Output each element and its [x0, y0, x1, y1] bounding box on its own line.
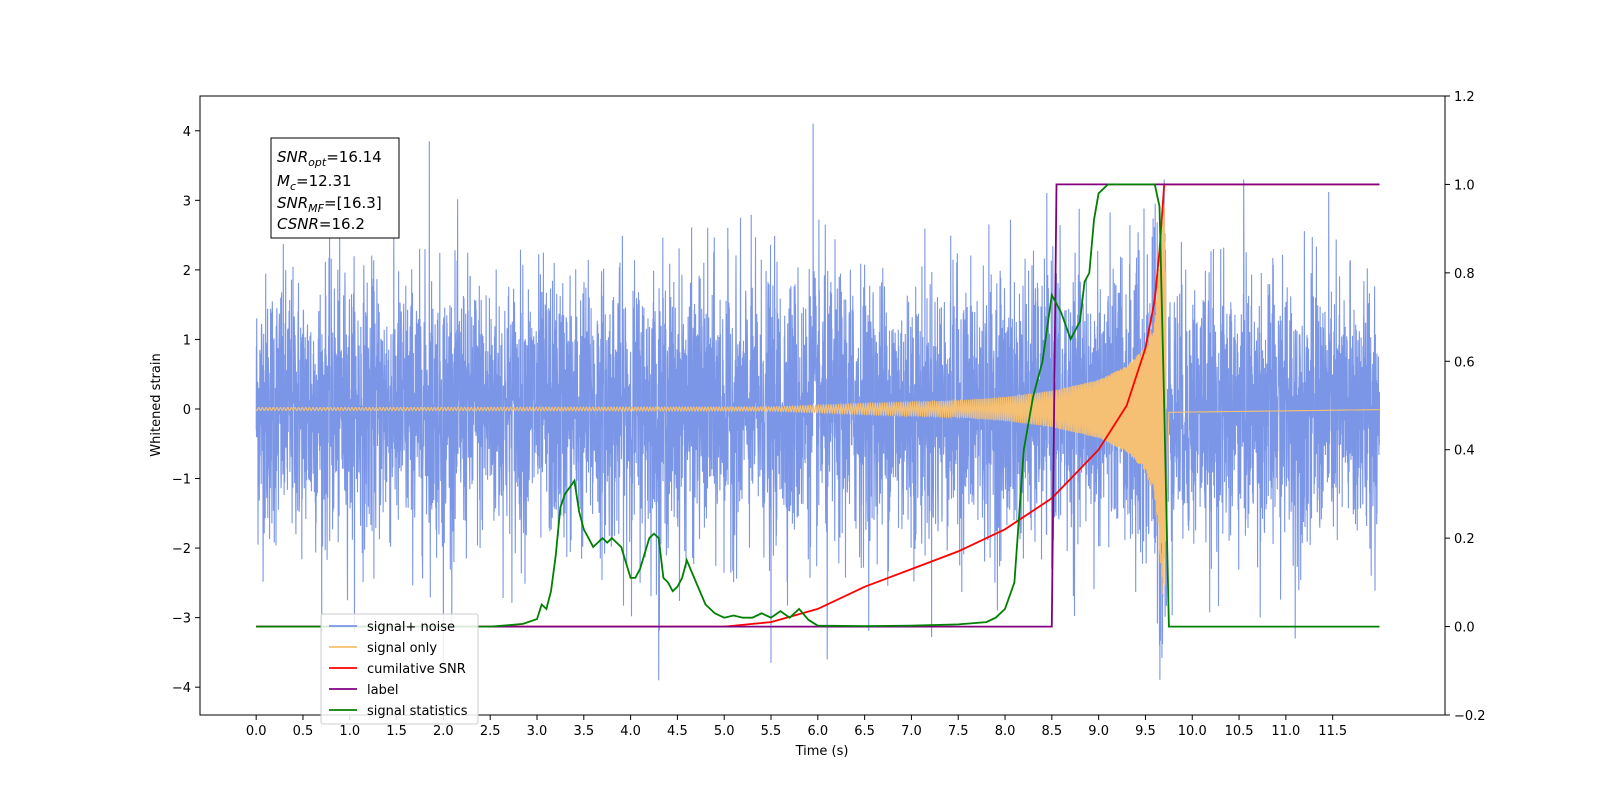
legend-entry: cumilative SNR	[329, 662, 466, 677]
y-right-tick-label: 0.6	[1454, 355, 1475, 370]
x-tick-label: 3.0	[527, 724, 548, 739]
y-left-tick-label: 2	[183, 264, 191, 279]
x-tick-label: 7.0	[901, 724, 922, 739]
y-left-tick-label: −2	[172, 542, 191, 557]
y-right-tick-label: 0.8	[1454, 267, 1475, 282]
y-axis-title: Whitened strain	[149, 353, 164, 456]
x-tick-label: 8.0	[995, 724, 1016, 739]
legend-entry: label	[329, 683, 398, 698]
x-tick-label: 0.0	[246, 724, 267, 739]
x-tick-label: 10.5	[1225, 724, 1254, 739]
plot-frame	[199, 95, 1446, 716]
x-tick-label: 2.5	[480, 724, 501, 739]
y-left-tick-label: 1	[183, 333, 191, 348]
legend-label: signal+ noise	[367, 620, 455, 635]
legend-entry: signal only	[329, 641, 437, 656]
y-left-tick-label: −1	[172, 473, 191, 488]
x-tick-label: 0.5	[293, 724, 314, 739]
annotation-line-csnr: CSNR=16.2	[277, 215, 365, 233]
legend-entry: signal statistics	[329, 704, 468, 719]
x-tick-label: 2.0	[433, 724, 454, 739]
legend-label: label	[367, 683, 398, 698]
legend-entry: signal+ noise	[329, 620, 455, 635]
series-line-cumilative-snr	[256, 183, 1380, 628]
y-right-tick-label: 1.0	[1454, 178, 1475, 193]
y-right-tick-label: 0.4	[1454, 444, 1475, 459]
y-left-tick-label: 4	[183, 125, 191, 140]
x-tick-label: 11.5	[1318, 724, 1347, 739]
x-tick-label: 1.5	[386, 724, 407, 739]
x-tick-label: 9.5	[1135, 724, 1156, 739]
annotation-line-snr-opt: SNRopt=16.14	[277, 148, 382, 169]
annotation-box: SNRopt=16.14 Mc=12.31 SNRMF=[16.3] CSNR=…	[270, 137, 400, 239]
x-tick-label: 5.0	[714, 724, 735, 739]
x-tick-label: 1.0	[339, 724, 360, 739]
x-tick-label: 7.5	[948, 724, 969, 739]
legend-label: signal statistics	[367, 704, 468, 719]
series-line-signal-statistics	[256, 183, 1380, 628]
y-left-tick-label: 3	[183, 194, 191, 209]
y-left-tick-label: 0	[183, 403, 191, 418]
x-tick-label: 6.5	[854, 724, 875, 739]
y-left-tick-label: −4	[172, 681, 191, 696]
x-tick-label: 10.0	[1178, 724, 1207, 739]
legend: signal+ noise signal only cumilative SNR la…	[320, 613, 479, 725]
y-left-tick-label: −3	[172, 612, 191, 627]
x-tick-label: 6.0	[807, 724, 828, 739]
annotation-line-mc: Mc=12.31	[277, 172, 352, 193]
y-right-tick-label: 0.2	[1454, 532, 1475, 547]
series-line-signal-only	[255, 203, 1380, 595]
series-line-label	[256, 183, 1380, 628]
y-right-tick-label: −0.2	[1454, 709, 1486, 724]
x-tick-label: 3.5	[573, 724, 594, 739]
x-tick-label: 4.0	[620, 724, 641, 739]
y-axis-right: −0.2 0.0 0.2 0.4 0.6 0.8 1.0 1.2	[1445, 90, 1486, 724]
x-tick-label: 8.5	[1041, 724, 1062, 739]
y-axis-left: −4 −3 −2 −1 0 1 2 3 4	[172, 125, 200, 696]
y-right-tick-label: 0.0	[1454, 621, 1475, 636]
legend-label: cumilative SNR	[367, 662, 466, 677]
annotation-line-snr-mf: SNRMF=[16.3]	[277, 194, 382, 215]
x-axis: 0.0 0.5 1.0 1.5 2.0 2.5 3.0 3.5 4.0 4.5 5.0 5.5 6.0 6…	[246, 715, 1347, 739]
x-tick-label: 9.0	[1088, 724, 1109, 739]
x-axis-title: Time (s)	[795, 744, 849, 759]
legend-label: signal only	[367, 641, 437, 656]
series-line-signal-noise	[255, 123, 1381, 681]
y-right-tick-label: 1.2	[1454, 90, 1475, 105]
x-tick-label: 4.5	[667, 724, 688, 739]
x-tick-label: 11.0	[1271, 724, 1300, 739]
series-layer	[255, 123, 1381, 681]
x-tick-label: 5.5	[761, 724, 782, 739]
